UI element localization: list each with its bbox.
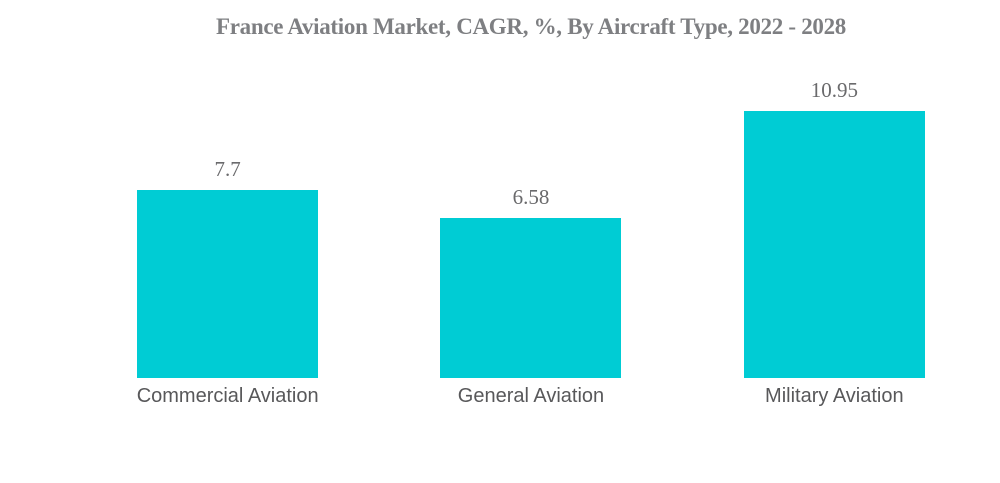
bar-value-label: 6.58 [512, 185, 550, 209]
chart-title: France Aviation Market, CAGR, %, By Airc… [215, 14, 846, 39]
category-label: Commercial Aviation [136, 385, 319, 407]
bar[interactable] [440, 218, 622, 378]
category-axis: Commercial Aviation General Aviation Milit… [76, 385, 986, 408]
bar[interactable] [743, 111, 925, 378]
category-label: Military Aviation [765, 385, 904, 407]
bar-column: 7.7 [76, 40, 379, 378]
bar-column: 6.58 [379, 40, 682, 378]
category-label: General Aviation [457, 385, 605, 407]
bar-value-label: 7.7 [214, 157, 241, 181]
bar[interactable] [137, 190, 319, 378]
bar-value-label: 10.95 [810, 78, 858, 102]
bar-chart: 7.7 6.58 10.95 [76, 40, 986, 378]
bar-column: 10.95 [683, 40, 986, 378]
